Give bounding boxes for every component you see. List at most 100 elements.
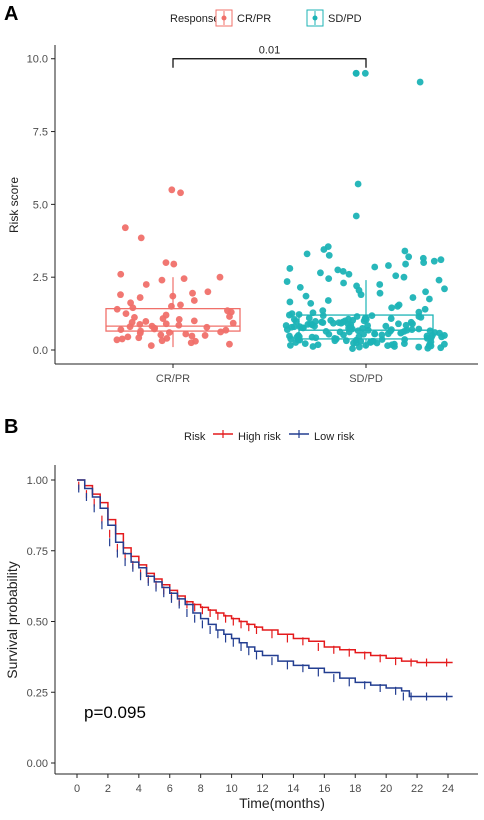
risk-score-point (190, 297, 198, 304)
risk-score-point (175, 321, 183, 329)
panel-b-x-tick-label: 24 (442, 783, 454, 795)
panel-b-x-tick-label: 4 (136, 783, 142, 795)
risk-score-point (345, 315, 352, 323)
risk-score-point (340, 331, 347, 339)
risk-score-point (388, 304, 396, 312)
risk-score-point (324, 297, 332, 304)
risk-score-point (216, 273, 224, 281)
risk-score-point (229, 319, 237, 327)
risk-score-point (354, 180, 362, 188)
legend-key-crpr (215, 9, 233, 27)
risk-score-point (352, 212, 360, 220)
risk-score-point (385, 262, 392, 269)
risk-score-point (422, 288, 429, 296)
risk-score-point (394, 302, 402, 310)
risk-score-point (286, 265, 294, 272)
risk-score-point (402, 260, 409, 268)
risk-score-point (416, 78, 424, 86)
panel-a-letter: A (4, 3, 18, 25)
risk-score-point (367, 338, 374, 346)
risk-score-point (158, 276, 166, 284)
risk-score-point (401, 247, 409, 255)
panel-a-x-tick-label: CR/PR (156, 373, 190, 385)
panel-b-x-tick-label: 22 (411, 783, 423, 795)
panel-b-legend: Risk High risk Low risk (184, 430, 355, 443)
risk-score-point (325, 275, 333, 283)
risk-score-point (188, 332, 196, 340)
risk-score-point (180, 275, 188, 283)
risk-score-point (430, 257, 438, 265)
risk-score-point (440, 340, 448, 348)
risk-score-point (387, 315, 395, 322)
panel-b-x-tick-label: 6 (167, 783, 173, 795)
risk-score-point (317, 269, 324, 277)
risk-score-point (292, 339, 300, 346)
risk-score-point (113, 336, 121, 344)
risk-score-point (136, 294, 144, 301)
panel-b-x-ticks: 0 2 4 6 8 10 12 14 16 18 20 22 24 (74, 774, 454, 795)
panel-a-points (113, 69, 448, 352)
risk-score-point (420, 259, 428, 267)
box-iqr (298, 314, 434, 340)
panel-b-x-tick-label: 2 (105, 783, 111, 795)
risk-score-point (325, 251, 333, 259)
survival-p-value: p=0.095 (84, 703, 146, 722)
panel-a-x-ticks: CR/PR SD/PD (156, 364, 383, 385)
risk-score-point (378, 331, 386, 339)
risk-score-point (390, 340, 398, 348)
risk-score-point (335, 319, 343, 327)
risk-score-point (187, 339, 195, 347)
risk-score-point (436, 329, 443, 337)
risk-score-point (319, 307, 327, 315)
risk-score-point (362, 316, 370, 323)
risk-score-point (311, 322, 318, 330)
risk-score-point (182, 330, 190, 338)
panel-b-x-tick-label: 10 (225, 783, 237, 795)
legend-key-sdpd (306, 9, 324, 27)
panel-b-x-tick-label: 8 (198, 783, 204, 795)
risk-score-point (190, 317, 198, 325)
panel-b-legend-title: Risk (184, 431, 206, 443)
risk-score-point (395, 320, 402, 328)
panel-a-y-tick-label: 5.0 (33, 199, 48, 211)
risk-score-point (142, 318, 150, 325)
panel-b-letter: B (4, 416, 18, 438)
risk-score-point (175, 316, 183, 323)
risk-score-point (204, 288, 212, 296)
panel-a: A Response CR/PR SD/PD Risk score 0.0 2.5… (4, 3, 478, 385)
risk-score-point (425, 342, 433, 350)
risk-score-point (203, 323, 211, 331)
risk-score-point (371, 263, 379, 271)
risk-score-point (170, 260, 178, 268)
risk-score-point (287, 341, 294, 349)
panel-b-y-tick-label: 1.00 (27, 475, 48, 487)
risk-score-point (345, 270, 353, 278)
risk-score-point (318, 318, 326, 326)
panel-a-x-tick-label: SD/PD (349, 373, 383, 385)
risk-score-point (124, 333, 132, 341)
survival-curve (77, 479, 453, 698)
legend-label-crpr: CR/PR (237, 13, 271, 25)
risk-score-point (147, 342, 155, 350)
risk-score-point (117, 270, 125, 278)
risk-score-point (322, 327, 330, 335)
panel-b-x-tick-label: 0 (74, 783, 80, 795)
risk-score-point (177, 301, 184, 309)
risk-score-point (303, 250, 311, 258)
risk-score-point (121, 224, 129, 232)
panel-a-legend-title: Response (170, 13, 220, 25)
risk-score-point (165, 329, 173, 336)
risk-score-point (334, 266, 342, 274)
risk-score-point (158, 337, 166, 345)
box-iqr (105, 307, 241, 332)
panel-b-y-tick-label: 0.25 (27, 687, 48, 699)
panel-b-y-ticks: 0.00 0.25 0.50 0.75 1.00 (27, 475, 55, 770)
risk-score-point (415, 343, 423, 351)
legend-key-high-risk (213, 430, 233, 438)
legend-label-high-risk: High risk (238, 431, 281, 443)
panel-a-y-tick-label: 10.0 (27, 54, 48, 66)
panel-a-y-tick-label: 2.5 (33, 272, 48, 284)
risk-score-point (118, 335, 126, 343)
risk-score-point (415, 325, 423, 333)
risk-score-point (285, 311, 293, 319)
